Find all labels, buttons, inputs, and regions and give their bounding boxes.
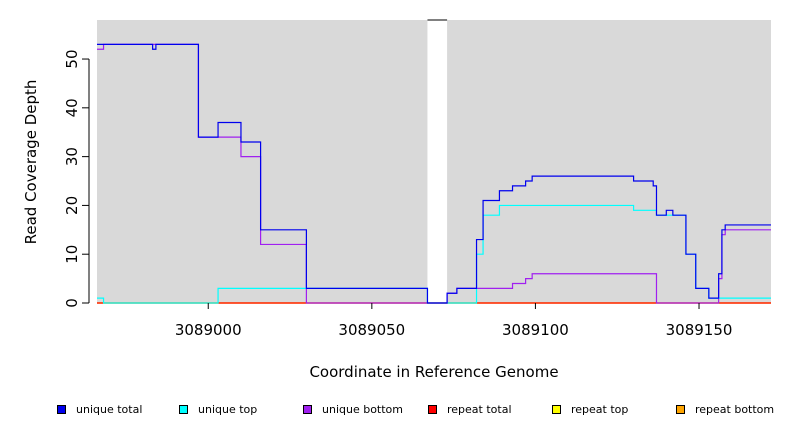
legend-label: unique bottom bbox=[322, 402, 404, 416]
x-tick-label: 3089050 bbox=[338, 321, 405, 339]
legend-swatch bbox=[303, 404, 312, 414]
x-axis-title: Coordinate in Reference Genome bbox=[309, 363, 558, 381]
x-tick-label: 3089100 bbox=[502, 321, 569, 339]
legend-swatch bbox=[179, 404, 188, 414]
legend-swatch bbox=[676, 404, 685, 414]
legend-label: repeat bottom bbox=[695, 402, 775, 416]
legend-item: unique bottom bbox=[303, 400, 403, 418]
legend-item: repeat top bbox=[552, 400, 628, 418]
y-tick-label: 0 bbox=[63, 298, 81, 308]
legend-swatch bbox=[428, 404, 437, 414]
legend-item: repeat total bbox=[428, 400, 512, 418]
legend-label: unique total bbox=[76, 402, 143, 416]
legend: unique total unique top unique bottom repea… bbox=[0, 400, 792, 418]
legend-swatch bbox=[552, 404, 561, 414]
y-tick-label: 50 bbox=[63, 49, 81, 68]
y-tick-label: 30 bbox=[63, 147, 81, 166]
y-axis-title: Read Coverage Depth bbox=[22, 80, 40, 245]
gap-region bbox=[427, 20, 448, 303]
y-tick-label: 40 bbox=[63, 98, 81, 117]
series-lines bbox=[97, 43, 771, 304]
x-tick-label: 3089000 bbox=[175, 321, 242, 339]
legend-label: repeat top bbox=[571, 402, 629, 416]
y-tick-label: 20 bbox=[63, 196, 81, 215]
legend-swatch bbox=[57, 404, 66, 414]
series-unique-total bbox=[97, 43, 771, 304]
legend-item: unique total bbox=[57, 400, 142, 418]
legend-item: unique top bbox=[179, 400, 257, 418]
plot-area bbox=[97, 19, 771, 303]
axes: 0 10 20 30 40 50 3089000 3089050 3089100 3089150 bbox=[63, 49, 732, 339]
y-tick-label: 10 bbox=[63, 245, 81, 264]
x-tick-label: 3089150 bbox=[666, 321, 733, 339]
legend-label: repeat total bbox=[447, 402, 512, 416]
legend-label: unique top bbox=[198, 402, 258, 416]
legend-item: repeat bottom bbox=[676, 400, 774, 418]
